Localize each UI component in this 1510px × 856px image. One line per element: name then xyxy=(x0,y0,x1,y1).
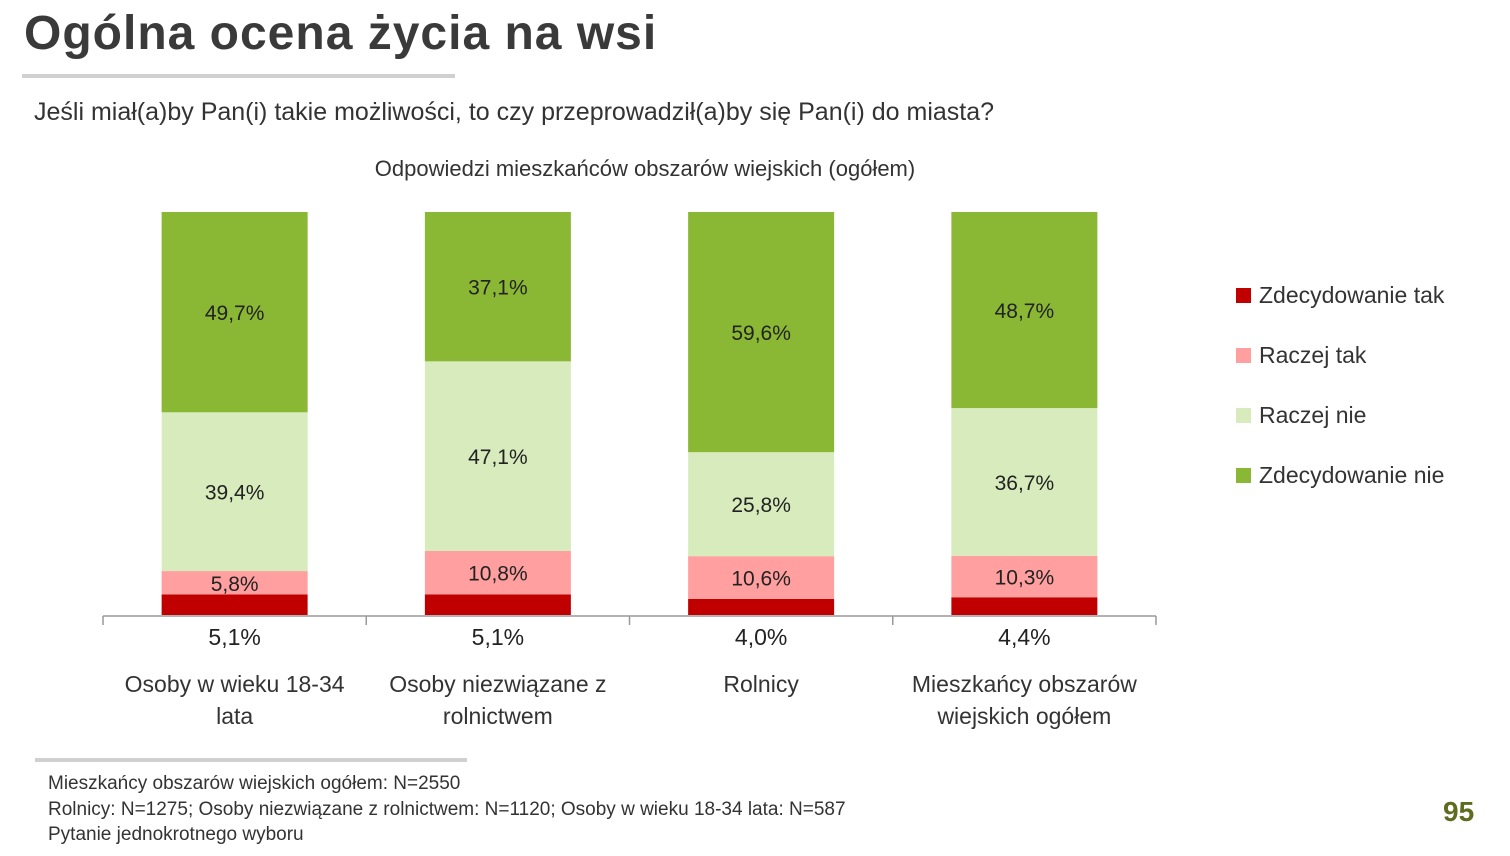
bar-segment xyxy=(161,212,308,413)
legend-label: Raczej nie xyxy=(1259,401,1367,428)
bar-segment xyxy=(424,550,571,595)
question-text: Jeśli miał(a)by Pan(i) takie możliwości,… xyxy=(34,98,995,126)
bar-segment xyxy=(424,594,571,615)
stacked-bar-chart: 5,1% 5,8% 39,4% 49,7% Osoby w wieku 18-34 lat… xyxy=(102,212,1157,729)
data-label: 59,6% xyxy=(731,322,791,345)
category-label: rolnictwem xyxy=(443,703,553,729)
data-label: 25,8% xyxy=(731,494,791,517)
legend-label: Zdecydowanie nie xyxy=(1259,461,1445,488)
footer-line: Rolnicy: N=1275; Osoby niezwiązane z rol… xyxy=(48,798,846,820)
data-label: 48,7% xyxy=(995,300,1055,323)
data-label: 47,1% xyxy=(468,446,528,469)
data-label: 5,1% xyxy=(208,624,260,650)
data-label: 10,8% xyxy=(468,563,528,586)
bar-segment xyxy=(161,594,308,615)
footer-divider xyxy=(35,758,467,762)
bar-segment xyxy=(951,597,1098,615)
data-label: 49,7% xyxy=(205,302,265,325)
bar-segment xyxy=(951,408,1098,556)
category-label: lata xyxy=(216,703,253,729)
data-label: 10,6% xyxy=(731,568,791,591)
category-label: wiejskich ogółem xyxy=(936,703,1111,729)
data-label: 4,0% xyxy=(735,624,787,650)
legend-label: Zdecydowanie tak xyxy=(1259,281,1445,308)
legend-item: Raczej tak xyxy=(1236,325,1444,385)
footer-notes: Mieszkańcy obszarów wiejskich ogółem: N=… xyxy=(48,771,846,848)
bar-segment xyxy=(688,212,835,453)
data-label: 4,4% xyxy=(998,624,1050,650)
chart-title: Odpowiedzi mieszkańców obszarów wiejskic… xyxy=(374,156,916,181)
legend-swatch xyxy=(1236,407,1251,423)
data-label: 36,7% xyxy=(995,472,1055,495)
data-label: 10,3% xyxy=(995,567,1055,590)
legend: Zdecydowanie tak Raczej tak Raczej nie Z… xyxy=(1236,265,1444,505)
legend-swatch xyxy=(1236,347,1251,363)
bar-segment xyxy=(951,212,1098,409)
category-label: Mieszkańcy obszarów xyxy=(912,671,1137,697)
bar-segment xyxy=(424,212,571,362)
bar-segment xyxy=(424,361,571,551)
data-label: 5,1% xyxy=(472,624,524,650)
legend-item: Zdecydowanie tak xyxy=(1236,265,1444,325)
bar-segment xyxy=(161,412,308,572)
legend-label: Raczej tak xyxy=(1259,341,1367,368)
category-label: Osoby niezwiązane z xyxy=(389,671,606,697)
footer-line: Mieszkańcy obszarów wiejskich ogółem: N=… xyxy=(48,773,461,794)
legend-swatch xyxy=(1236,287,1251,303)
data-label: 37,1% xyxy=(468,277,528,300)
bar-segment xyxy=(688,598,835,615)
bar-segment xyxy=(951,555,1098,598)
legend-item: Raczej nie xyxy=(1236,385,1444,445)
page-title: Ogólna ocena życia na wsi xyxy=(24,7,658,60)
bar-segment xyxy=(688,556,835,599)
legend-swatch xyxy=(1236,467,1251,483)
data-label: 5,8% xyxy=(211,573,259,596)
legend-item: Zdecydowanie nie xyxy=(1236,445,1444,505)
bar-segment xyxy=(688,452,835,557)
bar-segment xyxy=(161,571,308,595)
footer-line: Pytanie jednokrotnego wyboru xyxy=(48,824,304,845)
page-number: 95 xyxy=(1443,796,1475,827)
data-label: 39,4% xyxy=(205,482,265,505)
title-divider xyxy=(22,74,455,78)
category-label: Rolnicy xyxy=(723,671,799,697)
category-label: Osoby w wieku 18-34 xyxy=(125,671,345,697)
